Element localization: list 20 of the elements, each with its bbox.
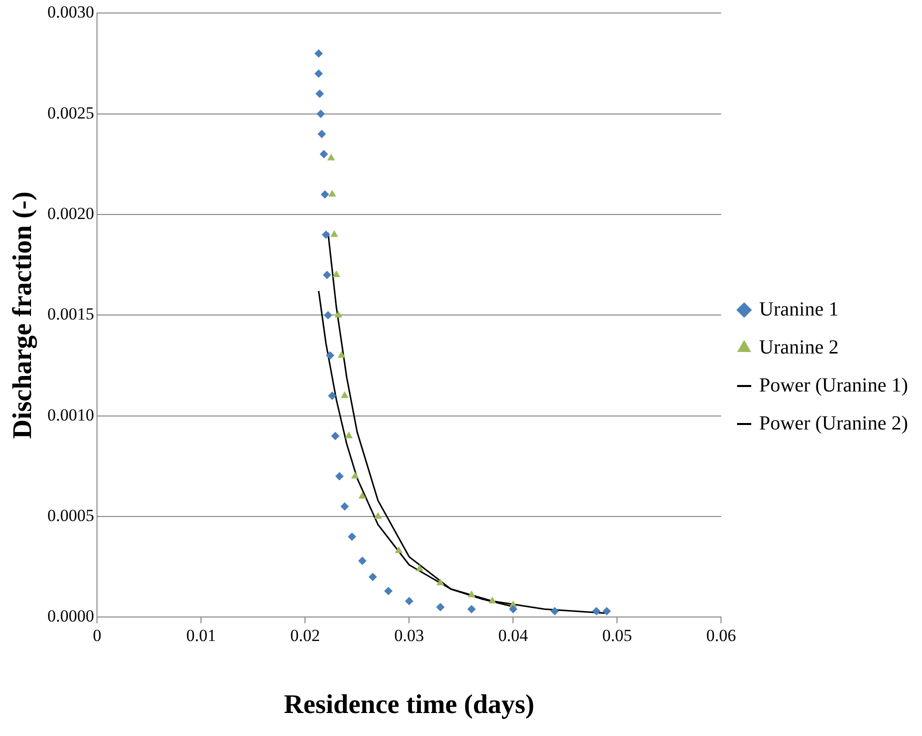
x-tick-label: 0.02 xyxy=(290,626,320,645)
y-tick-label: 0.0010 xyxy=(47,405,94,424)
legend-label: Uranine 2 xyxy=(759,336,839,358)
x-tick-label: 0.05 xyxy=(602,626,632,645)
x-tick-label: 0.06 xyxy=(706,626,736,645)
x-tick-label: 0.04 xyxy=(498,626,529,645)
y-tick-label: 0.0005 xyxy=(47,506,94,525)
y-tick-label: 0.0020 xyxy=(47,204,94,223)
x-axis-title: Residence time (days) xyxy=(284,688,534,719)
legend-label: Uranine 1 xyxy=(759,298,839,320)
x-tick-label: 0.03 xyxy=(394,626,424,645)
legend-label: Power (Uranine 1) xyxy=(759,374,908,396)
y-tick-label: 0.0030 xyxy=(47,2,94,22)
x-tick-label: 0.01 xyxy=(186,626,216,645)
y-tick-label: 0.0015 xyxy=(47,304,94,324)
legend-label: Power (Uranine 2) xyxy=(759,412,908,434)
y-tick-label: 0.0025 xyxy=(47,103,94,122)
y-axis-title: Discharge fraction (-) xyxy=(7,191,38,439)
y-tick-label: 0.0000 xyxy=(47,606,94,626)
x-tick-label: 0 xyxy=(92,626,102,645)
